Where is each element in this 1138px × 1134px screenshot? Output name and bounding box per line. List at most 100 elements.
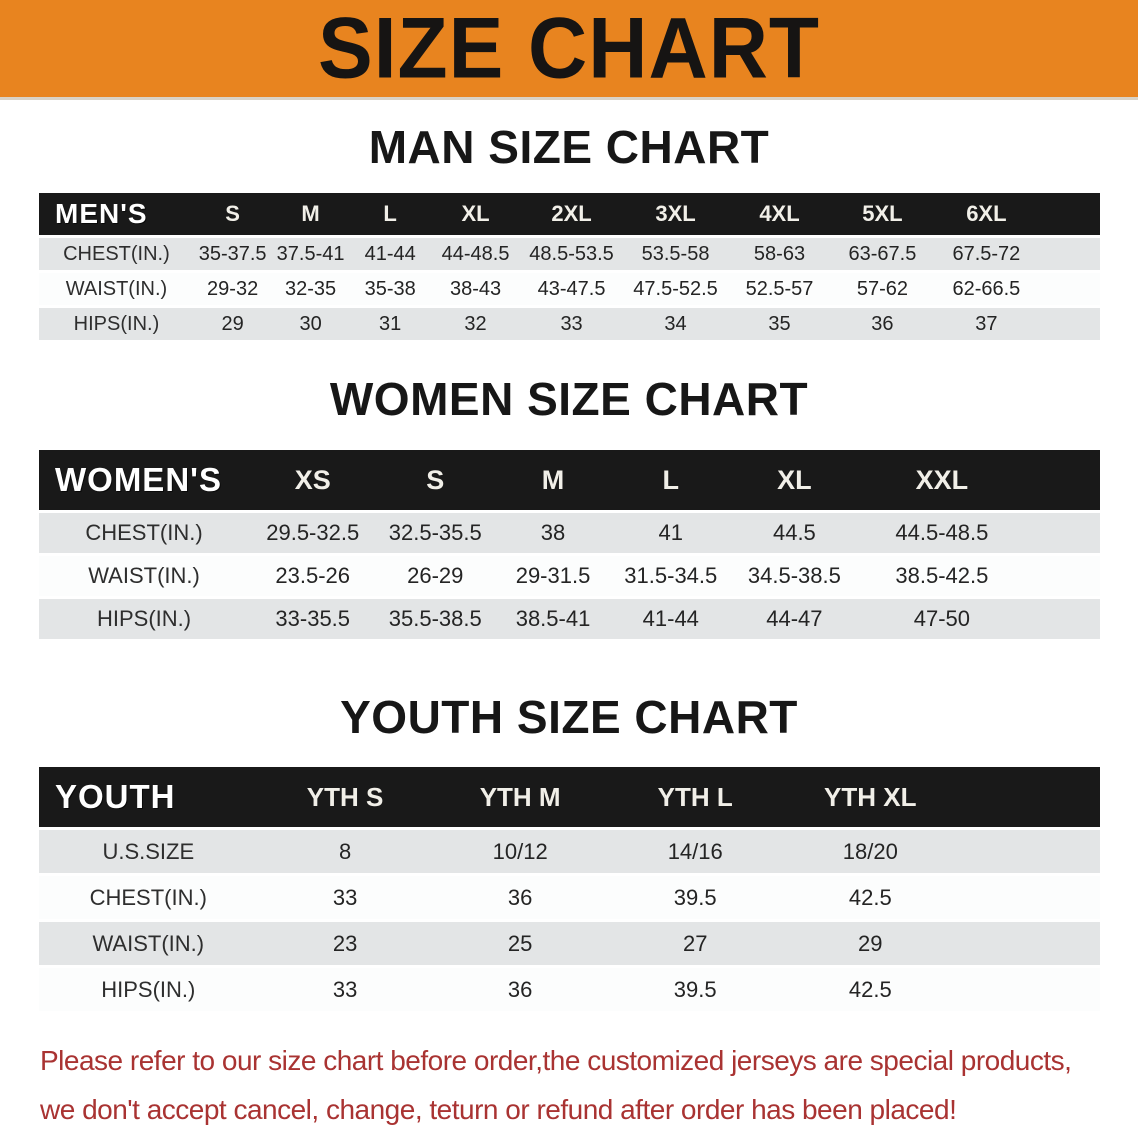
spacer-cell [1038, 193, 1100, 235]
row-label: CHEST(IN.) [85, 520, 203, 545]
size-value-cell: 38.5-42.5 [895, 563, 989, 588]
size-value-cell: 33 [560, 312, 583, 335]
men-waist-row: WAIST(IN.) 29-32 32-35 35-38 38-43 43-47… [39, 273, 1100, 305]
size-value-cell: 10/12 [492, 838, 548, 864]
size-value-cell: 33-35.5 [275, 606, 351, 631]
spacer-cell [958, 830, 1100, 873]
youth-corner-label: YOUTH [55, 778, 176, 815]
size-value-cell: 44.5 [772, 520, 816, 545]
spacer-cell [1038, 273, 1100, 305]
women-size-col-header: S [426, 464, 445, 495]
size-value-cell: 36 [507, 976, 533, 1002]
row-label: WAIST(IN.) [88, 563, 200, 588]
youth-chest-row: CHEST(IN.) 33 36 39.5 42.5 [39, 876, 1100, 919]
size-value-cell: 41-44 [642, 606, 699, 631]
youth-section-title: YOUTH SIZE CHART [340, 691, 798, 743]
size-value-cell: 32-35 [285, 277, 337, 300]
size-value-cell: 35.5-38.5 [388, 606, 482, 631]
size-value-cell: 31 [379, 312, 402, 335]
men-size-col-header: 5XL [862, 201, 903, 226]
youth-size-table: YOUTH YTH S YTH M YTH L YTH XL U.S.SIZE … [39, 764, 1100, 1014]
size-value-cell: 38 [540, 520, 566, 545]
size-value-cell: 47-50 [913, 606, 970, 631]
row-label: HIPS(IN.) [73, 312, 160, 335]
women-size-col-header: XL [777, 464, 812, 495]
spacer-cell [1025, 513, 1100, 553]
size-value-cell: 41 [658, 520, 684, 545]
women-section-title: WOMEN SIZE CHART [329, 373, 809, 425]
size-value-cell: 26-29 [407, 563, 464, 588]
youth-ussize-row: U.S.SIZE 8 10/12 14/16 18/20 [39, 830, 1100, 873]
men-size-col-header: 4XL [759, 201, 800, 226]
women-size-table: WOMEN'S XS S M L XL XXL CHEST(IN.) 29.5-… [39, 447, 1100, 642]
row-label: CHEST(IN.) [63, 242, 170, 265]
men-size-col-header: XL [461, 201, 490, 226]
size-value-cell: 53.5-58 [641, 242, 710, 265]
women-hips-row: HIPS(IN.) 33-35.5 35.5-38.5 38.5-41 41-4… [39, 599, 1100, 639]
size-value-cell: 29-32 [207, 277, 259, 300]
size-value-cell: 67.5-72 [952, 242, 1021, 265]
size-value-cell: 36 [507, 884, 533, 910]
women-size-col-header: M [541, 464, 565, 495]
row-label: HIPS(IN.) [101, 976, 196, 1002]
size-value-cell: 37 [975, 312, 998, 335]
banner-title: SIZE CHART [318, 0, 820, 96]
men-size-col-header: 3XL [655, 201, 696, 226]
youth-waist-row: WAIST(IN.) 23 25 27 29 [39, 922, 1100, 965]
size-value-cell: 39.5 [673, 884, 717, 910]
size-value-cell: 33 [332, 976, 358, 1002]
size-value-cell: 34.5-38.5 [747, 563, 841, 588]
youth-size-col-header: YTH L [657, 781, 733, 812]
size-value-cell: 23.5-26 [275, 563, 351, 588]
size-value-cell: 18/20 [842, 838, 898, 864]
youth-size-col-header: YTH S [306, 781, 384, 812]
spacer-cell [958, 767, 1100, 827]
men-size-col-header: 2XL [551, 201, 592, 226]
size-value-cell: 30 [299, 312, 322, 335]
size-value-cell: 57-62 [856, 277, 908, 300]
spacer-cell [1038, 238, 1100, 270]
size-value-cell: 39.5 [673, 976, 717, 1002]
women-chest-row: CHEST(IN.) 29.5-32.5 32.5-35.5 38 41 44.… [39, 513, 1100, 553]
men-chest-row: CHEST(IN.) 35-37.5 37.5-41 41-44 44-48.5… [39, 238, 1100, 270]
size-value-cell: 48.5-53.5 [529, 242, 614, 265]
disclaimer-line-2: we don't accept cancel, change, teturn o… [40, 1094, 957, 1125]
size-value-cell: 29-31.5 [515, 563, 591, 588]
size-value-cell: 37.5-41 [276, 242, 345, 265]
size-value-cell: 38.5-41 [515, 606, 591, 631]
size-value-cell: 29 [858, 930, 883, 956]
size-value-cell: 44-47 [766, 606, 823, 631]
row-label: CHEST(IN.) [89, 884, 207, 910]
youth-hips-row: HIPS(IN.) 33 36 39.5 42.5 [39, 968, 1100, 1011]
size-value-cell: 41-44 [364, 242, 416, 265]
size-value-cell: 14/16 [667, 838, 723, 864]
youth-header-row: YOUTH YTH S YTH M YTH L YTH XL [39, 767, 1100, 827]
size-value-cell: 27 [682, 930, 708, 956]
women-corner-label: WOMEN'S [55, 461, 223, 498]
size-value-cell: 58-63 [753, 242, 806, 265]
size-value-cell: 35 [768, 312, 791, 335]
size-value-cell: 36 [871, 312, 894, 335]
men-size-col-header: M [301, 201, 320, 226]
spacer-cell [958, 876, 1100, 919]
size-value-cell: 34 [664, 312, 687, 335]
size-value-cell: 32 [464, 312, 487, 335]
size-value-cell: 31.5-34.5 [624, 563, 718, 588]
spacer-cell [958, 922, 1100, 965]
row-label: U.S.SIZE [102, 838, 195, 864]
women-waist-row: WAIST(IN.) 23.5-26 26-29 29-31.5 31.5-34… [39, 556, 1100, 596]
size-value-cell: 62-66.5 [952, 277, 1021, 300]
size-value-cell: 43-47.5 [537, 277, 606, 300]
men-size-col-header: 6XL [966, 201, 1007, 226]
disclaimer-line-1: Please refer to our size chart before or… [40, 1045, 1072, 1076]
size-value-cell: 35-38 [364, 277, 416, 300]
size-value-cell: 8 [338, 838, 352, 864]
spacer-cell [1025, 556, 1100, 596]
men-section-title: MAN SIZE CHART [368, 121, 770, 173]
men-header-row: MEN'S S M L XL 2XL 3XL 4XL 5XL 6XL [39, 193, 1100, 235]
row-label: HIPS(IN.) [96, 606, 192, 631]
size-value-cell: 25 [507, 930, 533, 956]
row-label: WAIST(IN.) [65, 277, 168, 300]
size-value-cell: 42.5 [848, 884, 892, 910]
men-size-col-header: L [383, 201, 397, 226]
